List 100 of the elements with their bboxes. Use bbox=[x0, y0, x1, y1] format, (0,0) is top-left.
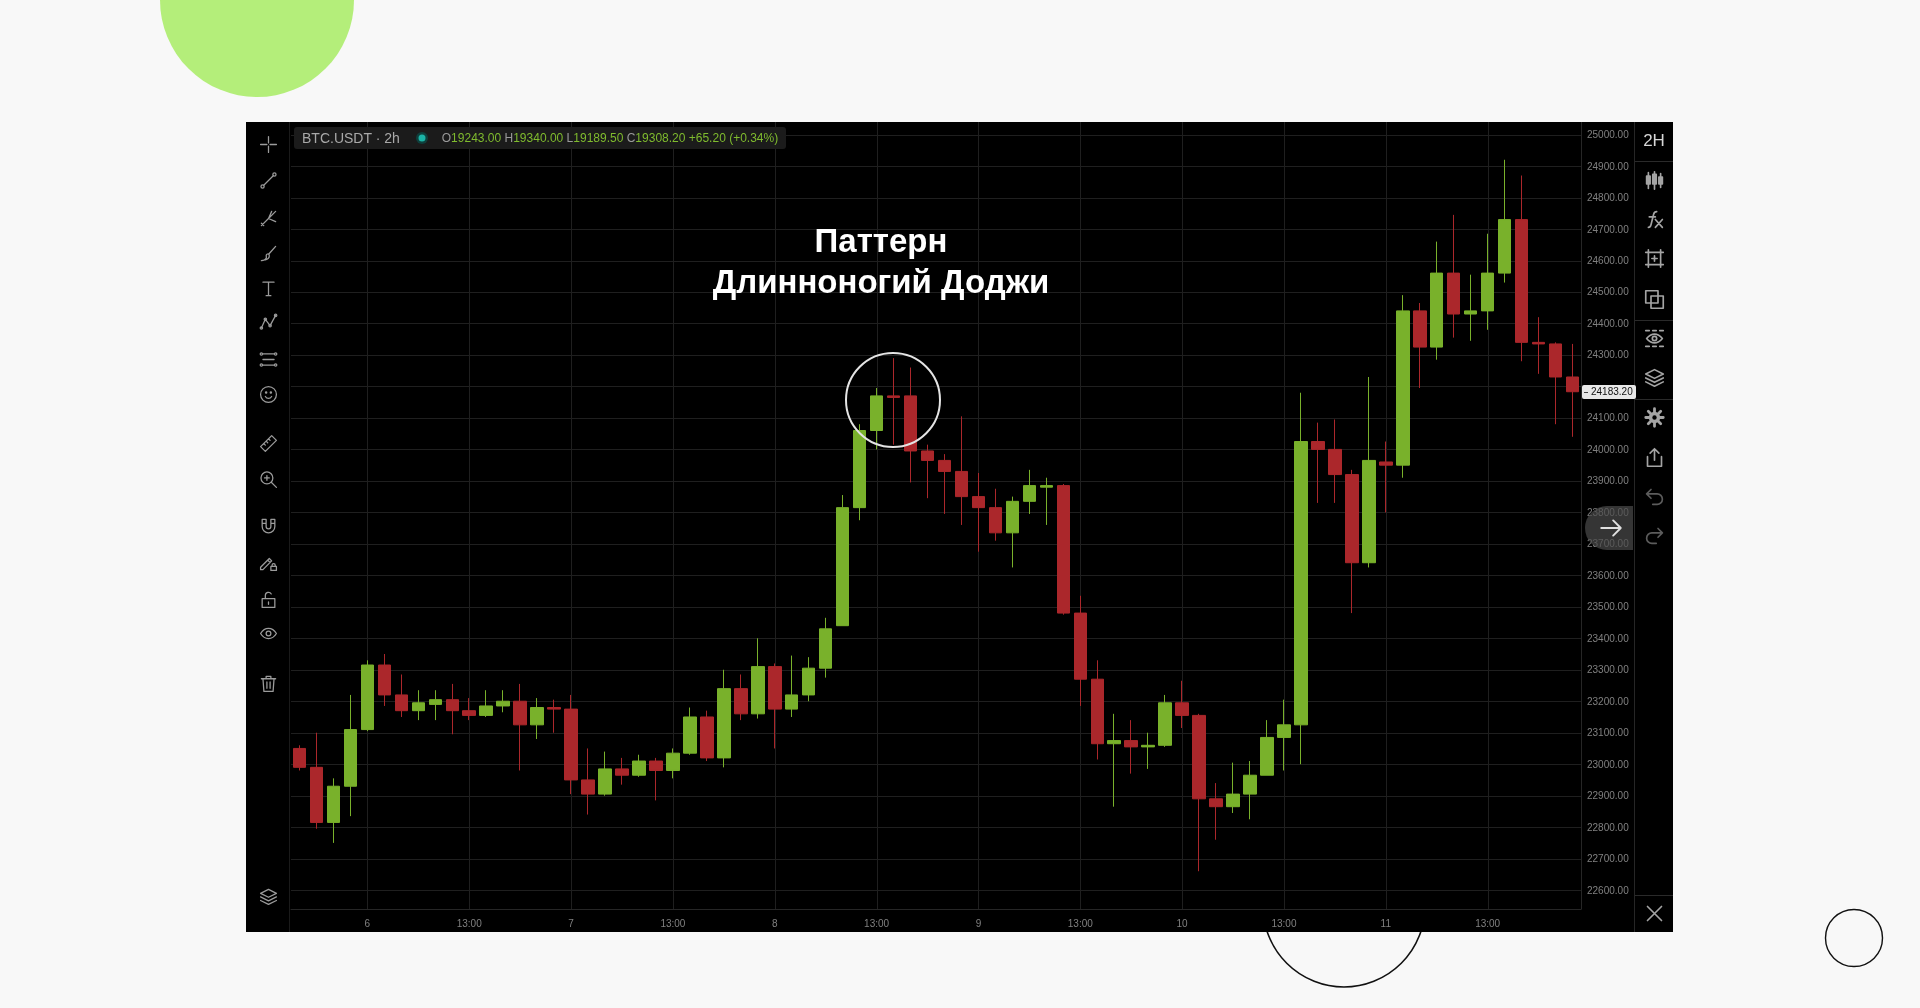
text: 24183.20 bbox=[1582, 384, 1636, 399]
candlestick bbox=[1328, 418, 1342, 504]
y-tick-label: 24300.00 bbox=[1587, 349, 1630, 361]
y-tick-label: 23500.00 bbox=[1587, 601, 1630, 613]
candlestick bbox=[734, 673, 748, 721]
candlestick bbox=[700, 710, 714, 762]
y-tick-label: 23100.00 bbox=[1587, 727, 1630, 739]
x-tick-label: 11 bbox=[1380, 917, 1392, 929]
candlestick bbox=[1294, 392, 1308, 765]
candlestick bbox=[1107, 713, 1121, 808]
candlestick bbox=[836, 494, 849, 627]
y-tick-label: 24800.00 bbox=[1587, 192, 1630, 204]
candlestick bbox=[496, 689, 510, 713]
candlestick bbox=[921, 444, 934, 499]
candlestick bbox=[564, 694, 578, 795]
candlestick bbox=[1396, 294, 1410, 479]
candlestick bbox=[1124, 719, 1138, 775]
candlestick bbox=[972, 472, 985, 553]
candlestick bbox=[1226, 762, 1240, 814]
candlestick bbox=[989, 488, 1002, 542]
candlestick bbox=[1074, 595, 1087, 707]
candlestick bbox=[819, 617, 832, 679]
y-tick-label: 24100.00 bbox=[1587, 412, 1630, 424]
candlestick bbox=[361, 659, 374, 732]
x-tick-label: 7 bbox=[568, 917, 575, 929]
x-tick-label: 13:00 bbox=[1067, 917, 1094, 929]
candlestick bbox=[1532, 316, 1545, 375]
candlestick bbox=[547, 699, 561, 734]
y-tick-label: 22800.00 bbox=[1587, 821, 1630, 833]
y-tick-label: 23900.00 bbox=[1587, 475, 1630, 487]
candlestick bbox=[1158, 694, 1172, 748]
text: O19243.00 H19340.00 L19189.50 C19308.20 +65.20 (+0.34%) bbox=[441, 131, 779, 145]
candlestick bbox=[870, 387, 883, 450]
candlestick bbox=[1566, 343, 1579, 438]
candlestick bbox=[768, 662, 782, 749]
candlestick bbox=[1006, 496, 1019, 568]
candlestick bbox=[1345, 469, 1359, 614]
candlestick bbox=[1430, 241, 1443, 361]
candlestick bbox=[887, 357, 900, 446]
y-tick-label: 22700.00 bbox=[1587, 853, 1630, 865]
candlestick bbox=[446, 683, 459, 735]
candlestick bbox=[632, 754, 646, 778]
y-tick-label: 23400.00 bbox=[1587, 632, 1630, 644]
candlestick bbox=[683, 707, 697, 756]
candlestick bbox=[1481, 233, 1494, 331]
x-tick-label: 13:00 bbox=[1271, 917, 1297, 929]
candlestick bbox=[1243, 760, 1257, 820]
candlestick bbox=[1515, 175, 1528, 362]
candlestick bbox=[1023, 469, 1036, 515]
y-tick-label: 24700.00 bbox=[1587, 223, 1630, 235]
candlestick bbox=[1362, 376, 1376, 568]
candlestick bbox=[327, 777, 340, 844]
candlestick bbox=[344, 694, 357, 817]
y-tick-label: 25000.00 bbox=[1587, 129, 1630, 141]
x-tick-label: 13:00 bbox=[1475, 917, 1501, 929]
x-tick-label: 13:00 bbox=[456, 917, 483, 929]
candlestick bbox=[1141, 732, 1155, 770]
x-tick-label: 13:00 bbox=[864, 917, 890, 929]
y-tick-label: 23200.00 bbox=[1587, 695, 1630, 707]
candlestick bbox=[395, 673, 408, 718]
candlestick bbox=[1549, 341, 1562, 425]
y-tick-label: 23600.00 bbox=[1587, 569, 1630, 581]
candlestick bbox=[802, 656, 815, 702]
candlestick bbox=[513, 683, 527, 771]
text: BTC.USDT · 2h bbox=[302, 130, 400, 146]
y-tick-label: 24400.00 bbox=[1587, 317, 1630, 329]
candlestick bbox=[310, 732, 323, 830]
candlestick bbox=[1091, 659, 1104, 760]
candlestick bbox=[1447, 214, 1460, 339]
text: 2H bbox=[1642, 131, 1666, 151]
candlestick bbox=[717, 669, 731, 768]
x-tick-label: 8 bbox=[771, 917, 778, 929]
candlestick bbox=[1209, 782, 1223, 841]
candlestick bbox=[615, 757, 629, 786]
x-tick-label: 9 bbox=[975, 917, 982, 929]
y-tick-label: 24000.00 bbox=[1587, 443, 1630, 455]
candlestick bbox=[904, 367, 917, 483]
candlestick bbox=[1057, 483, 1070, 616]
candlestick bbox=[938, 453, 951, 515]
candlestick bbox=[1277, 699, 1291, 771]
candlestick bbox=[479, 689, 493, 718]
y-tick-label: 22600.00 bbox=[1587, 884, 1630, 896]
y-tick-label: 22900.00 bbox=[1587, 790, 1630, 802]
text: Паттерн Длинноногий Доджи bbox=[712, 222, 1050, 300]
candlestick bbox=[1464, 274, 1477, 342]
candlestick bbox=[1311, 422, 1325, 504]
candlestick bbox=[751, 637, 765, 720]
candlestick bbox=[429, 689, 442, 721]
y-tick-label: 23000.00 bbox=[1587, 758, 1630, 770]
candlestick bbox=[412, 689, 425, 721]
x-tick-label: 10 bbox=[1176, 917, 1189, 929]
y-tick-label: 24600.00 bbox=[1587, 255, 1630, 267]
candlestick bbox=[853, 423, 866, 521]
candlestick bbox=[1260, 719, 1274, 776]
candlestick bbox=[649, 757, 663, 801]
candlestick bbox=[1498, 159, 1511, 284]
candlestick bbox=[955, 415, 968, 526]
x-tick-label: 6 bbox=[364, 917, 371, 929]
y-tick-label: 24500.00 bbox=[1587, 286, 1630, 298]
candlestick bbox=[1379, 441, 1393, 513]
